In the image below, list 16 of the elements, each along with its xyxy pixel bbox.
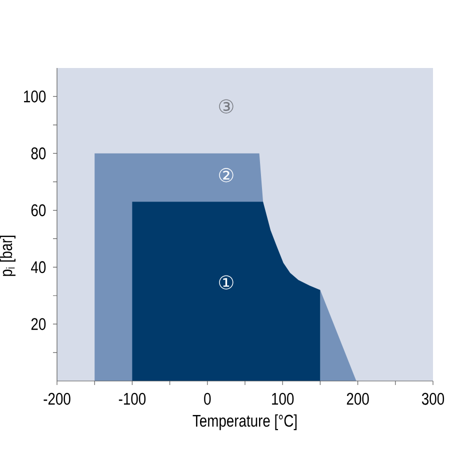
x-tick-label: -200 bbox=[44, 392, 70, 405]
y-tick-label: 40 bbox=[31, 261, 46, 274]
x-tick-label: 200 bbox=[346, 392, 369, 405]
series-label: ① bbox=[219, 275, 234, 290]
x-axis-title: Temperature [°C] bbox=[192, 414, 297, 430]
y-tick-label: 100 bbox=[24, 90, 46, 102]
band-label: ③ bbox=[219, 99, 234, 114]
series-label: ② bbox=[219, 168, 234, 182]
x-tick-label: -100 bbox=[118, 392, 146, 405]
x-tick-label: 100 bbox=[272, 392, 294, 405]
y-tick-label: 20 bbox=[31, 318, 46, 330]
y-tick-label: 80 bbox=[31, 147, 46, 160]
x-tick-label: 300 bbox=[422, 392, 444, 405]
y-tick-label: 60 bbox=[31, 204, 46, 216]
x-tick-label: 0 bbox=[204, 392, 211, 405]
y-axis-title: p$_{i}$ [bar] bbox=[0, 236, 16, 276]
